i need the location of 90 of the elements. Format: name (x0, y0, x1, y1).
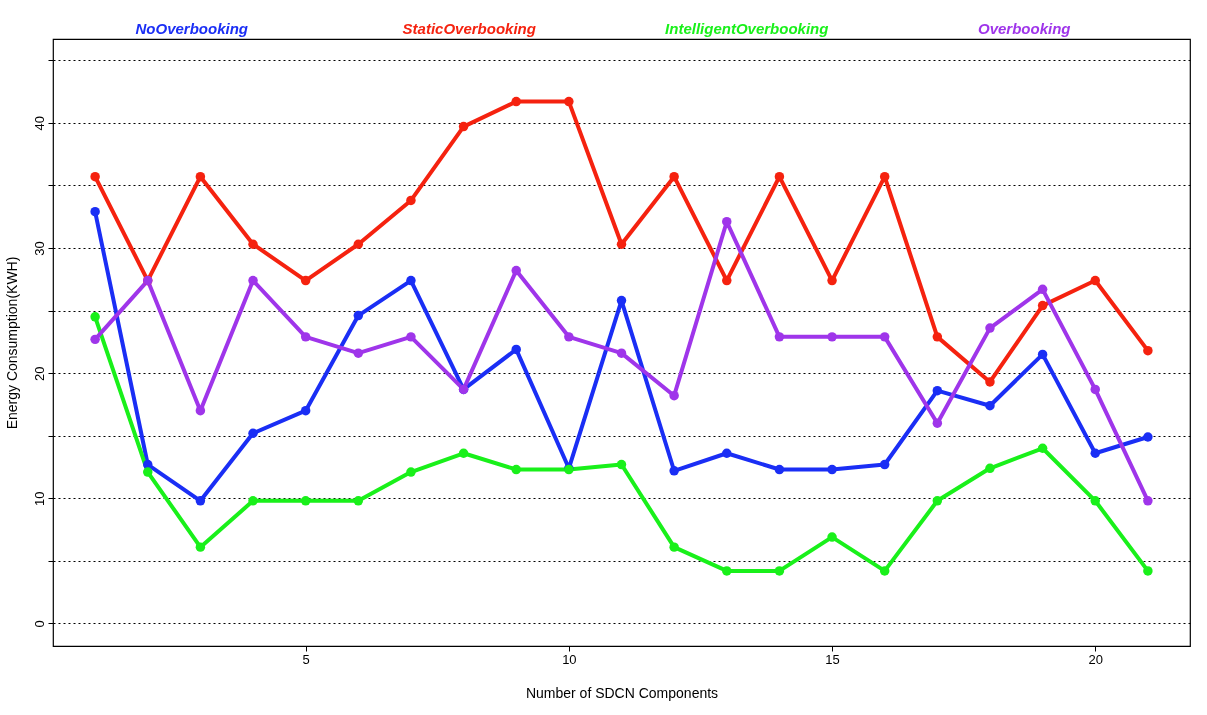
text: IntelligentOverbooking (665, 20, 829, 37)
point (985, 323, 995, 333)
point (722, 448, 732, 458)
point (616, 348, 627, 358)
point (932, 418, 943, 428)
point (300, 405, 311, 416)
y-tick-label: 30 (31, 241, 47, 256)
point (827, 332, 837, 342)
point (722, 216, 732, 227)
point (511, 96, 521, 107)
point (669, 390, 679, 401)
text: StaticOverbooking (402, 20, 536, 37)
point (1090, 275, 1100, 286)
point (511, 344, 521, 355)
point (616, 239, 627, 249)
point (511, 464, 521, 475)
point (564, 96, 574, 107)
point (406, 275, 416, 286)
point (985, 377, 995, 387)
point (353, 496, 364, 506)
point (90, 334, 100, 345)
point (932, 385, 943, 396)
point (985, 400, 995, 411)
point (300, 332, 311, 342)
point (669, 171, 679, 182)
point (195, 171, 206, 182)
point (722, 275, 732, 286)
point (616, 295, 627, 306)
point (1090, 448, 1100, 458)
point (406, 195, 416, 206)
point (353, 348, 364, 358)
point (932, 496, 943, 506)
point (406, 332, 416, 342)
x-tick-label: 15 (825, 651, 840, 667)
point (90, 312, 100, 322)
point (300, 496, 311, 506)
point (353, 310, 364, 321)
point (879, 459, 890, 470)
point (511, 265, 521, 276)
point (669, 466, 679, 476)
point (458, 121, 469, 132)
point (300, 275, 311, 286)
x-tick-label: 5 (302, 651, 310, 667)
point (827, 464, 837, 475)
point (1037, 443, 1048, 453)
point (143, 467, 153, 477)
point (774, 566, 785, 576)
point (564, 332, 574, 342)
x-axis-title: Number of SDCN Components (525, 684, 719, 701)
point (90, 171, 100, 182)
x-tick-label: 20 (1088, 651, 1103, 667)
point (195, 542, 206, 552)
point (1090, 384, 1100, 395)
point (458, 448, 469, 458)
point (1037, 284, 1048, 295)
point (248, 275, 258, 286)
point (774, 332, 785, 342)
y-axis-title: Energy Consumption(KWH) (3, 256, 20, 430)
point (406, 467, 416, 477)
point (1143, 496, 1153, 506)
point (827, 275, 837, 286)
point (879, 332, 890, 342)
point (879, 566, 890, 576)
point (195, 496, 206, 506)
y-tick-label: 0 (31, 620, 47, 628)
point (985, 463, 995, 474)
x-tick-label: 10 (562, 651, 577, 667)
text: Overbooking (977, 20, 1071, 37)
point (353, 239, 364, 249)
point (616, 459, 627, 470)
point (1143, 345, 1153, 356)
point (248, 239, 258, 249)
point (827, 532, 837, 542)
point (1090, 496, 1100, 506)
point (90, 206, 100, 217)
point (669, 542, 679, 552)
point (248, 496, 258, 506)
point (1143, 566, 1153, 576)
point (722, 566, 732, 576)
point (774, 464, 785, 475)
point (1143, 432, 1153, 442)
text: NoOverbooking (135, 20, 249, 37)
point (1037, 300, 1048, 311)
point (774, 171, 785, 182)
point (1037, 349, 1048, 360)
point (248, 428, 258, 438)
y-tick-label: 20 (31, 366, 47, 381)
y-tick-label: 40 (31, 116, 47, 131)
y-tick-label: 10 (31, 491, 47, 507)
point (932, 332, 943, 342)
